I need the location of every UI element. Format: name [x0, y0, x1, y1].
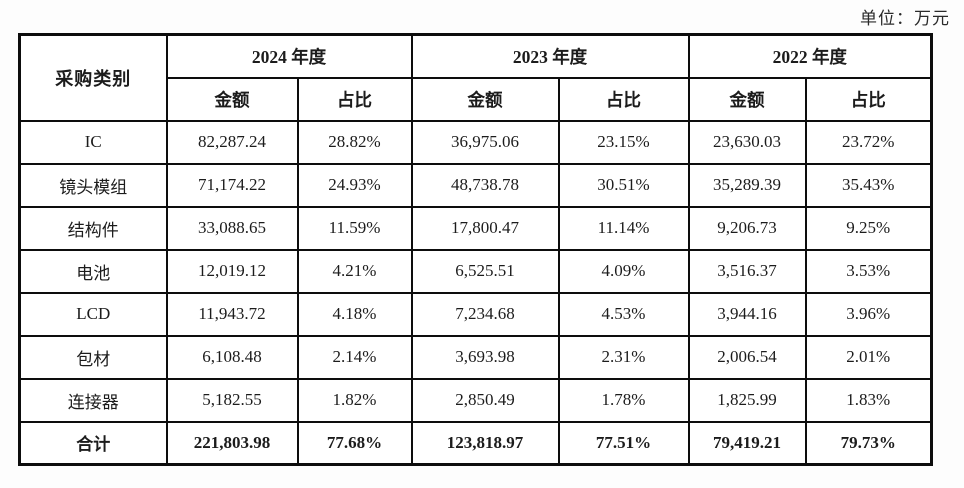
category-cell: 连接器	[18, 377, 168, 423]
amount-cell: 36,975.06	[410, 119, 560, 165]
amount-cell: 221,803.98	[165, 420, 299, 466]
column-header-share-2023: 占比	[557, 76, 690, 122]
amount-cell: 82,287.24	[165, 119, 299, 165]
amount-cell: 6,108.48	[165, 334, 299, 380]
share-cell: 77.51%	[557, 420, 690, 466]
amount-cell: 71,174.22	[165, 162, 299, 208]
column-header-share-2022: 占比	[804, 76, 933, 122]
share-cell: 77.68%	[296, 420, 413, 466]
share-cell: 2.14%	[296, 334, 413, 380]
column-header-amount-2023: 金额	[410, 76, 560, 122]
column-header-category: 采购类别	[18, 33, 168, 122]
amount-cell: 17,800.47	[410, 205, 560, 251]
share-cell: 4.21%	[296, 248, 413, 294]
amount-cell: 48,738.78	[410, 162, 560, 208]
table-row: LCD 11,943.72 4.18% 7,234.68 4.53% 3,944…	[18, 291, 933, 337]
column-header-year-2023: 2023 年度	[410, 33, 690, 79]
column-header-amount-2024: 金额	[165, 76, 299, 122]
table-header-row-years: 采购类别 2024 年度 2023 年度 2022 年度	[18, 33, 933, 122]
amount-cell: 12,019.12	[165, 248, 299, 294]
share-cell: 4.53%	[557, 291, 690, 337]
share-cell: 23.15%	[557, 119, 690, 165]
amount-cell: 33,088.65	[165, 205, 299, 251]
table-row: IC 82,287.24 28.82% 36,975.06 23.15% 23,…	[18, 119, 933, 165]
amount-cell: 35,289.39	[687, 162, 807, 208]
share-cell: 1.78%	[557, 377, 690, 423]
amount-cell: 2,850.49	[410, 377, 560, 423]
amount-cell: 5,182.55	[165, 377, 299, 423]
column-header-year-2024: 2024 年度	[165, 33, 413, 79]
share-cell: 9.25%	[804, 205, 933, 251]
table-row: 包材 6,108.48 2.14% 3,693.98 2.31% 2,006.5…	[18, 334, 933, 380]
amount-cell: 2,006.54	[687, 334, 807, 380]
category-cell: 结构件	[18, 205, 168, 251]
category-cell: LCD	[18, 291, 168, 337]
amount-cell: 6,525.51	[410, 248, 560, 294]
amount-cell: 3,693.98	[410, 334, 560, 380]
table-row: 镜头模组 71,174.22 24.93% 48,738.78 30.51% 3…	[18, 162, 933, 208]
share-cell: 28.82%	[296, 119, 413, 165]
column-header-year-2022: 2022 年度	[687, 33, 933, 79]
amount-cell: 11,943.72	[165, 291, 299, 337]
amount-cell: 9,206.73	[687, 205, 807, 251]
amount-cell: 79,419.21	[687, 420, 807, 466]
table-row: 电池 12,019.12 4.21% 6,525.51 4.09% 3,516.…	[18, 248, 933, 294]
category-cell: 合计	[18, 420, 168, 466]
amount-cell: 7,234.68	[410, 291, 560, 337]
share-cell: 3.53%	[804, 248, 933, 294]
amount-cell: 3,516.37	[687, 248, 807, 294]
share-cell: 11.14%	[557, 205, 690, 251]
category-cell: 包材	[18, 334, 168, 380]
share-cell: 30.51%	[557, 162, 690, 208]
category-cell: 镜头模组	[18, 162, 168, 208]
share-cell: 1.83%	[804, 377, 933, 423]
column-header-share-2024: 占比	[296, 76, 413, 122]
procurement-table: 采购类别 2024 年度 2023 年度 2022 年度 金额 占比 金额 占比…	[18, 33, 933, 466]
share-cell: 35.43%	[804, 162, 933, 208]
amount-cell: 1,825.99	[687, 377, 807, 423]
category-cell: IC	[18, 119, 168, 165]
share-cell: 24.93%	[296, 162, 413, 208]
column-header-amount-2022: 金额	[687, 76, 807, 122]
share-cell: 4.18%	[296, 291, 413, 337]
share-cell: 2.31%	[557, 334, 690, 380]
table-header-row-metrics: 金额 占比 金额 占比 金额 占比	[20, 76, 933, 122]
share-cell: 11.59%	[296, 205, 413, 251]
share-cell: 23.72%	[804, 119, 933, 165]
share-cell: 4.09%	[557, 248, 690, 294]
category-cell: 电池	[18, 248, 168, 294]
amount-cell: 123,818.97	[410, 420, 560, 466]
share-cell: 79.73%	[804, 420, 933, 466]
amount-cell: 3,944.16	[687, 291, 807, 337]
amount-cell: 23,630.03	[687, 119, 807, 165]
unit-label: 单位：万元	[860, 9, 950, 28]
share-cell: 3.96%	[804, 291, 933, 337]
table-row: 连接器 5,182.55 1.82% 2,850.49 1.78% 1,825.…	[18, 377, 933, 423]
share-cell: 2.01%	[804, 334, 933, 380]
table-total-row: 合计 221,803.98 77.68% 123,818.97 77.51% 7…	[18, 420, 933, 466]
share-cell: 1.82%	[296, 377, 413, 423]
table-row: 结构件 33,088.65 11.59% 17,800.47 11.14% 9,…	[18, 205, 933, 251]
